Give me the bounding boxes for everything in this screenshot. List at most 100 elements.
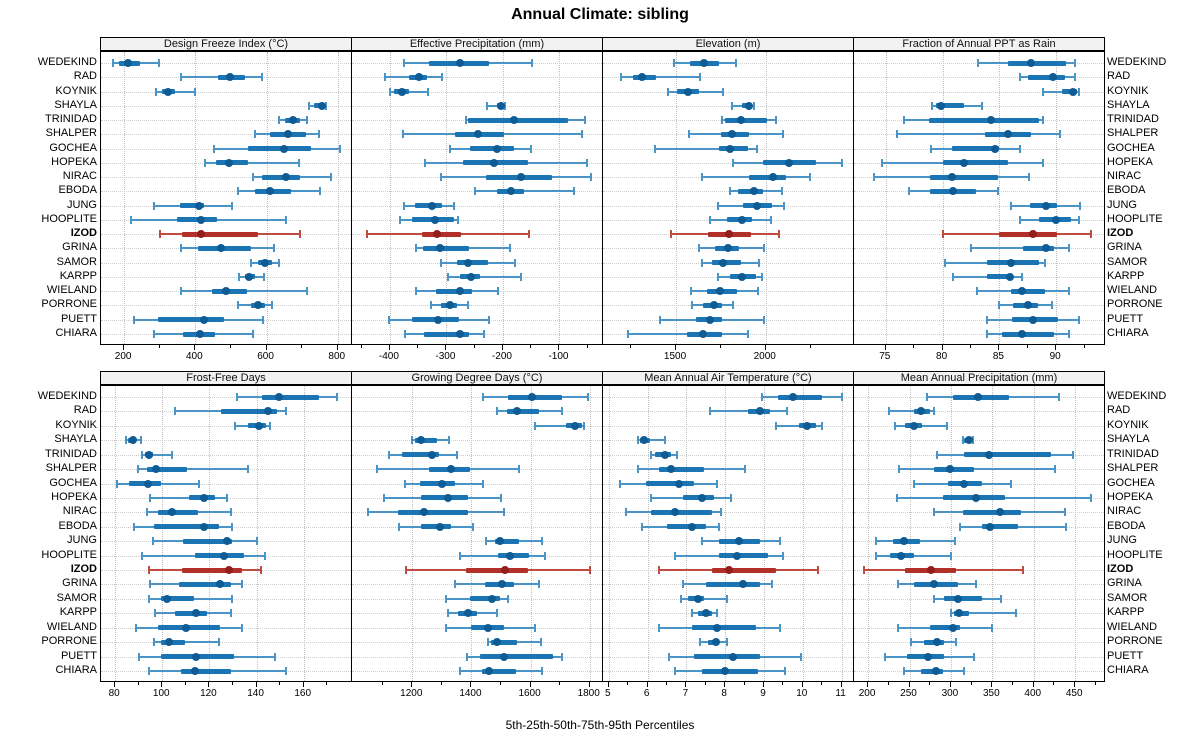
vertical-gridline — [676, 52, 678, 344]
horizontal-gridline — [854, 334, 1104, 335]
axis-tick-minor — [1053, 682, 1055, 685]
median-dot-gochea — [990, 144, 999, 153]
whisker-cap — [752, 101, 755, 110]
axis-1-1: 1200 1400 1600 1800 — [351, 682, 603, 700]
horizontal-gridline — [352, 91, 602, 93]
panel-header-3-0: Fraction of Annual PPT as Rain — [853, 37, 1105, 51]
whisker-cap — [781, 130, 784, 139]
whisker-cap — [530, 144, 533, 153]
whisker-cap — [231, 201, 234, 210]
iqr-bar-trinidad — [928, 117, 1040, 123]
axis-tick-label: 11 — [835, 688, 846, 699]
panel-header-2-0: Elevation (m) — [602, 37, 854, 51]
site-label-right-puett: PUETT — [1107, 649, 1144, 662]
panel-header-1-0: Effective Precipitation (mm) — [351, 37, 603, 51]
site-label-right-rad: RAD — [1107, 70, 1131, 83]
whisker-cap — [272, 244, 275, 253]
whisker-cap — [141, 551, 144, 560]
whisker-cap — [405, 566, 408, 575]
whisker-cap — [520, 272, 523, 281]
whisker-cap — [560, 407, 563, 416]
median-dot-jung — [734, 537, 743, 546]
vertical-gridline — [909, 386, 911, 681]
whisker-cap — [366, 230, 369, 239]
median-dot-nirac — [947, 173, 956, 182]
whisker-cap — [664, 436, 667, 445]
site-label-left-rad: RAD — [73, 70, 97, 83]
median-dot-karpp — [1005, 272, 1014, 281]
iqr-bar-shayla — [415, 437, 438, 443]
axis-tick-label: 1500 — [663, 351, 687, 362]
axis-tick-label: 250 — [900, 688, 917, 699]
axis-tick-minor — [473, 345, 475, 348]
whisker-cap — [1021, 566, 1024, 575]
axis-tick-major — [114, 682, 116, 687]
axis-tick-major — [558, 345, 560, 350]
whisker-shayla — [487, 104, 505, 107]
whisker-cap — [560, 652, 563, 661]
iqr-bar-karpp — [986, 274, 1013, 280]
site-label-right-nirac: NIRAC — [1107, 505, 1142, 518]
whisker-cap — [136, 465, 139, 474]
horizontal-gridline — [101, 397, 351, 398]
axis-tick-major — [336, 345, 338, 350]
site-label-right-koynik: KOYNIK — [1107, 418, 1149, 431]
axis-tick-minor — [970, 682, 972, 685]
site-label-left-eboda: EBODA — [58, 184, 97, 197]
axis-tick-minor — [1083, 345, 1085, 348]
whisker-cap — [466, 301, 469, 310]
vertical-gridline — [608, 386, 610, 681]
iqr-bar-eboda — [981, 524, 1018, 530]
whisker-cap — [619, 479, 622, 488]
whisker-cap — [263, 272, 266, 281]
whisker-cap — [140, 436, 143, 445]
median-dot-hooplite — [897, 551, 906, 560]
iqr-bar-nirac — [962, 509, 1021, 515]
median-dot-izod — [432, 230, 441, 239]
axis-tick-major — [991, 682, 993, 687]
median-dot-jung — [223, 537, 232, 546]
whisker-cap — [690, 287, 693, 296]
iqr-bar-nirac — [651, 509, 712, 515]
horizontal-gridline — [854, 205, 1104, 207]
whisker-cap — [403, 201, 405, 210]
horizontal-gridline — [352, 219, 602, 221]
vertical-gridline — [412, 386, 414, 681]
whisker-cap — [329, 173, 332, 182]
median-dot-nirac — [420, 508, 429, 517]
axis-tick-major — [867, 682, 869, 687]
horizontal-gridline — [854, 411, 1104, 413]
whisker-cap — [1054, 465, 1057, 474]
whisker-cap — [471, 522, 474, 531]
median-dot-koynik — [397, 87, 406, 96]
whisker-cap — [148, 667, 151, 675]
whisker-cap — [270, 301, 273, 310]
median-dot-wedekind — [123, 59, 132, 67]
whisker-cap — [770, 215, 773, 224]
iqr-bar-izod — [999, 231, 1058, 237]
median-dot-izod — [927, 566, 936, 575]
whisker-cap — [251, 173, 254, 182]
iqr-bar-puett — [480, 654, 553, 660]
whisker-cap — [403, 479, 406, 488]
whisker-cap — [338, 144, 341, 153]
whisker-cap — [573, 187, 576, 196]
median-dot-nirac — [670, 508, 679, 517]
whisker-karpp — [447, 275, 522, 278]
median-dot-eboda — [688, 522, 697, 531]
whisker-cap — [513, 258, 516, 267]
whisker-cap — [933, 407, 936, 416]
median-dot-hopeka — [443, 493, 452, 502]
whisker-cap — [700, 258, 703, 267]
whisker-cap — [534, 421, 536, 430]
axis-tick-label: 7 — [682, 688, 689, 699]
axis-tick-major — [123, 345, 125, 350]
whisker-cap — [925, 393, 928, 401]
horizontal-gridline — [352, 77, 602, 79]
axis-tick-minor — [440, 682, 442, 685]
iqr-bar-shalper — [934, 466, 975, 472]
whisker-cap — [124, 436, 127, 445]
vertical-gridline — [802, 386, 804, 681]
iqr-bar-jung — [495, 538, 519, 544]
iqr-bar-karpp — [175, 610, 208, 616]
